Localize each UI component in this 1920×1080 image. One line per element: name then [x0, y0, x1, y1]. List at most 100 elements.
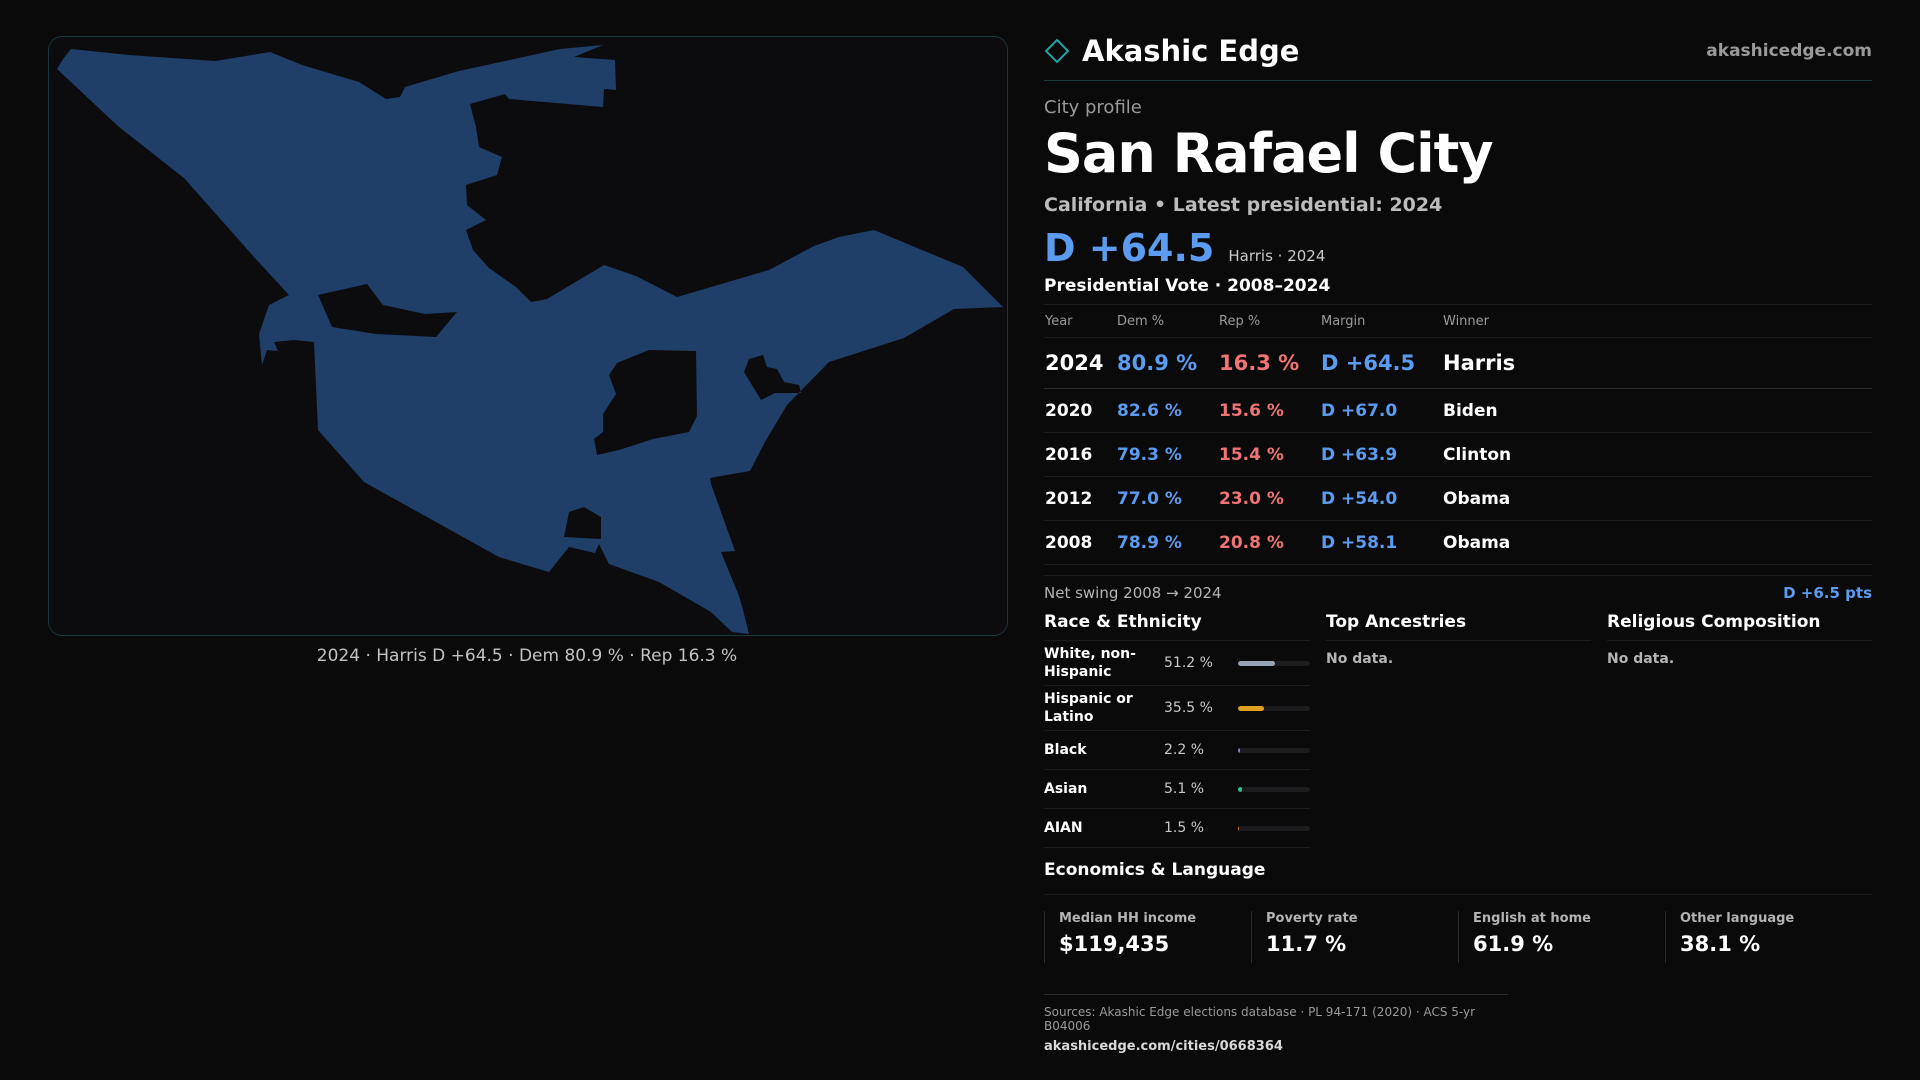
- sources-footer: Sources: Akashic Edge elections database…: [1044, 994, 1508, 1054]
- vote-table-header: Year Dem % Rep % Margin Winner: [1044, 305, 1872, 338]
- vote-table: Year Dem % Rep % Margin Winner 2024 80.9…: [1044, 305, 1872, 565]
- cell-year: 2012: [1044, 476, 1116, 521]
- race-bar-fill: [1238, 747, 1240, 753]
- race-bar-fill: [1238, 825, 1240, 831]
- table-row: 2008 78.9 % 20.8 % D +58.1 Obama: [1044, 520, 1872, 565]
- cell-rep: 23.0 %: [1218, 476, 1320, 521]
- demographics-section: Race & Ethnicity White, non-Hispanic 51.…: [1044, 612, 1872, 848]
- sources-text: Sources: Akashic Edge elections database…: [1044, 1005, 1476, 1033]
- cell-rep: 16.3 %: [1218, 337, 1320, 389]
- race-row: Asian 5.1 %: [1044, 770, 1310, 809]
- header-dem: Dem %: [1116, 305, 1218, 338]
- race-bar: [1238, 705, 1310, 711]
- cell-year: 2016: [1044, 432, 1116, 477]
- cell-winner: Obama: [1442, 520, 1872, 565]
- city-boundary-shape: [57, 45, 1003, 634]
- cell-margin: D +64.5: [1320, 337, 1442, 389]
- race-pct: 35.5 %: [1164, 700, 1213, 716]
- race-bar: [1238, 825, 1310, 831]
- brand-header: Akashic Edge akashicedge.com: [1044, 30, 1872, 81]
- race-label: Black: [1044, 742, 1087, 758]
- cell-winner: Obama: [1442, 476, 1872, 521]
- economics-title: Economics & Language: [1044, 860, 1872, 895]
- page-subtitle: California • Latest presidential: 2024: [1044, 194, 1443, 216]
- stat-label: Poverty rate: [1266, 911, 1358, 926]
- header-winner: Winner: [1442, 305, 1872, 338]
- ancestries-empty: No data.: [1326, 651, 1394, 667]
- economics-stats: Median HH income $119,435 Poverty rate 1…: [1044, 911, 1872, 963]
- religion-empty: No data.: [1607, 651, 1675, 667]
- race-row: White, non-Hispanic 51.2 %: [1044, 641, 1310, 686]
- cell-year: 2020: [1044, 388, 1116, 433]
- cell-rep: 15.6 %: [1218, 388, 1320, 433]
- headline-note: Harris · 2024: [1228, 247, 1326, 265]
- stat-value: 11.7 %: [1266, 932, 1347, 956]
- race-pct: 5.1 %: [1164, 781, 1205, 797]
- diamond-logo-icon: [1044, 38, 1070, 64]
- permalink[interactable]: akashicedge.com/cities/0668364: [1044, 1039, 1283, 1054]
- map-caption: 2024 · Harris D +64.5 · Dem 80.9 % · Rep…: [316, 646, 738, 666]
- cell-margin: D +63.9: [1320, 432, 1442, 477]
- cell-dem: 80.9 %: [1116, 337, 1218, 389]
- cell-margin: D +67.0: [1320, 388, 1442, 433]
- race-bar: [1238, 660, 1310, 666]
- race-bar-fill: [1238, 660, 1275, 666]
- race-bar-fill: [1238, 705, 1264, 711]
- stat-median-income: Median HH income $119,435: [1044, 911, 1251, 963]
- stat-label: English at home: [1473, 911, 1591, 926]
- race-label: White, non-Hispanic: [1044, 646, 1136, 680]
- ancestries-title: Top Ancestries: [1326, 612, 1591, 641]
- race-label: AIAN: [1044, 820, 1083, 836]
- cell-winner: Biden: [1442, 388, 1872, 433]
- race-row: AIAN 1.5 %: [1044, 809, 1310, 848]
- stat-label: Median HH income: [1059, 911, 1197, 926]
- cell-dem: 78.9 %: [1116, 520, 1218, 565]
- stat-other-language: Other language 38.1 %: [1665, 911, 1872, 963]
- cell-margin: D +58.1: [1320, 520, 1442, 565]
- race-bar: [1238, 786, 1310, 792]
- stat-value: 38.1 %: [1680, 932, 1761, 956]
- stat-value: 61.9 %: [1473, 932, 1554, 956]
- cell-rep: 15.4 %: [1218, 432, 1320, 477]
- header-margin: Margin: [1320, 305, 1442, 338]
- profile-panel: Akashic Edge akashicedge.com City profil…: [1044, 30, 1872, 963]
- race-row: Black 2.2 %: [1044, 731, 1310, 770]
- race-label: Asian: [1044, 781, 1088, 797]
- cell-rep: 20.8 %: [1218, 520, 1320, 565]
- city-boundary-map: [57, 45, 1003, 634]
- header-year: Year: [1044, 305, 1116, 338]
- stat-poverty-rate: Poverty rate 11.7 %: [1251, 911, 1458, 963]
- race-bar: [1238, 747, 1310, 753]
- race-list: White, non-Hispanic 51.2 % Hispanic or L…: [1044, 641, 1310, 848]
- race-row: Hispanic or Latino 35.5 %: [1044, 686, 1310, 731]
- brand-name: Akashic Edge: [1082, 34, 1300, 68]
- table-row: 2012 77.0 % 23.0 % D +54.0 Obama: [1044, 476, 1872, 521]
- race-pct: 2.2 %: [1164, 742, 1205, 758]
- swing-label: Net swing 2008 → 2024: [1044, 584, 1222, 602]
- cell-dem: 79.3 %: [1116, 432, 1218, 477]
- cell-winner: Harris: [1442, 337, 1872, 389]
- page-eyebrow: City profile: [1044, 97, 1142, 118]
- race-pct: 1.5 %: [1164, 820, 1205, 836]
- city-map[interactable]: [48, 36, 1008, 636]
- table-row: 2024 80.9 % 16.3 % D +64.5 Harris: [1044, 337, 1872, 389]
- stat-value: $119,435: [1059, 932, 1170, 956]
- cell-year: 2008: [1044, 520, 1116, 565]
- cell-winner: Clinton: [1442, 432, 1872, 477]
- ancestries-panel: Top Ancestries No data.: [1326, 612, 1591, 848]
- cell-dem: 77.0 %: [1116, 476, 1218, 521]
- site-link[interactable]: akashicedge.com: [1706, 41, 1872, 61]
- header-rep: Rep %: [1218, 305, 1320, 338]
- race-label: Hispanic or Latino: [1044, 691, 1133, 725]
- race-title: Race & Ethnicity: [1044, 612, 1310, 641]
- race-bar-fill: [1238, 786, 1242, 792]
- swing-value: D +6.5 pts: [1783, 584, 1872, 602]
- cell-year: 2024: [1044, 337, 1116, 389]
- cell-dem: 82.6 %: [1116, 388, 1218, 433]
- religion-title: Religious Composition: [1607, 612, 1872, 641]
- vote-section-title: Presidential Vote · 2008–2024: [1044, 276, 1872, 305]
- stat-label: Other language: [1680, 911, 1795, 926]
- brand[interactable]: Akashic Edge: [1044, 34, 1299, 68]
- headline-result: D +64.5 Harris · 2024: [1044, 226, 1872, 270]
- table-row: 2016 79.3 % 15.4 % D +63.9 Clinton: [1044, 432, 1872, 477]
